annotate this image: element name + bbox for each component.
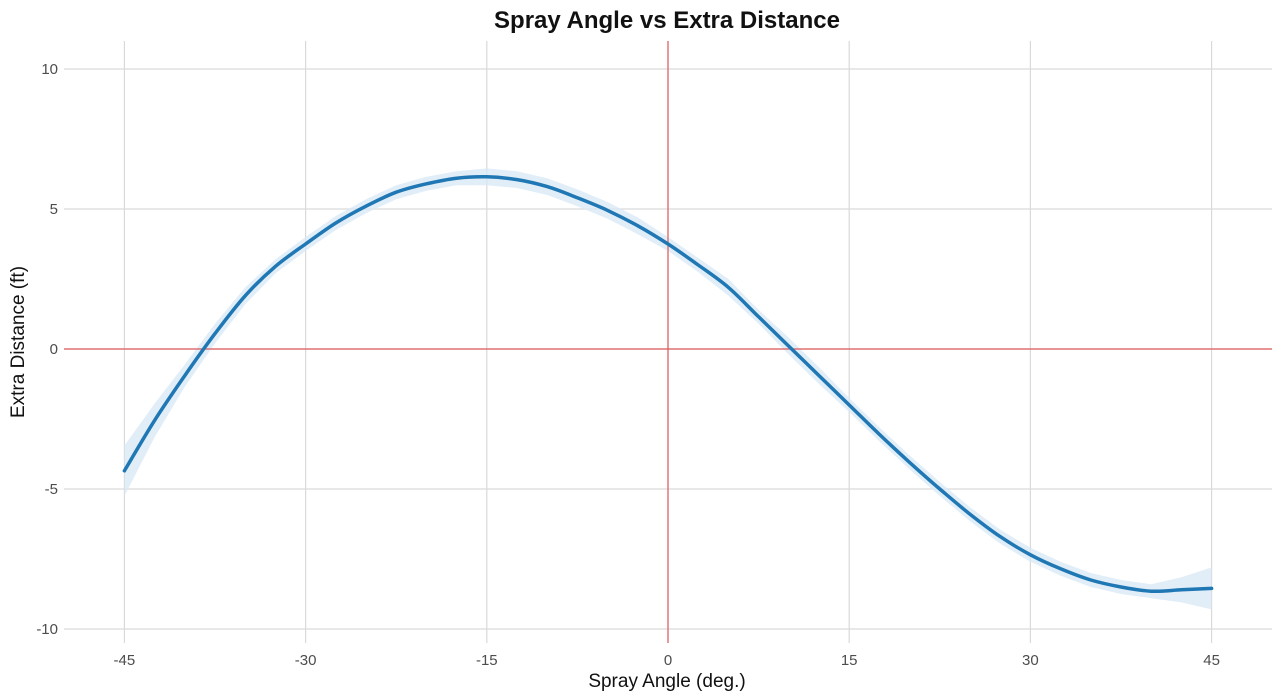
y-tick-label: 0: [50, 341, 58, 358]
y-tick-label: 5: [50, 201, 58, 218]
series-line: [122, 175, 1214, 594]
x-tick-label: 15: [841, 652, 858, 669]
series-layer: [122, 175, 1214, 594]
y-tick-label: -5: [45, 481, 58, 498]
x-tick-label: -15: [476, 652, 498, 669]
y-tick-labels: -10 -5 0 5 10: [36, 61, 58, 638]
chart-title: Spray Angle vs Extra Distance: [494, 7, 840, 34]
reference-lines: [64, 41, 1272, 643]
x-tick-label: 45: [1203, 652, 1220, 669]
x-tick-label: 0: [664, 652, 672, 669]
x-tick-label: 30: [1022, 652, 1039, 669]
x-tick-label: -45: [114, 652, 136, 669]
y-axis-title: Extra Distance (ft): [8, 266, 29, 418]
x-tick-label: -30: [295, 652, 317, 669]
x-axis-title: Spray Angle (deg.): [588, 671, 745, 692]
x-tick-labels: -45 -30 -15 0 15 30 45: [114, 652, 1220, 669]
y-tick-label: 10: [41, 61, 58, 78]
y-tick-label: -10: [36, 621, 58, 638]
